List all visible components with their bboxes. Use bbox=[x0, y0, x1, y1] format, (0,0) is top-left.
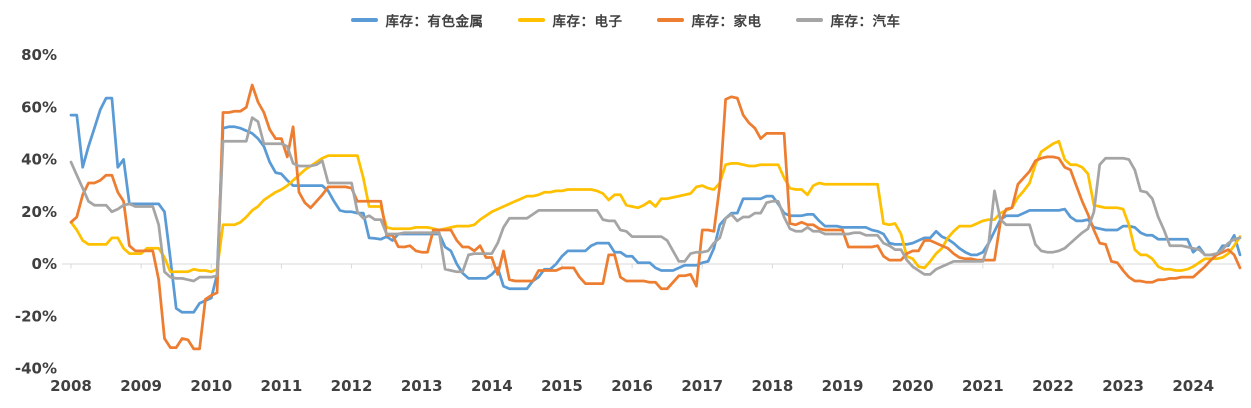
legend-swatch-electronics bbox=[517, 18, 545, 22]
y-axis-label: 0% bbox=[32, 255, 57, 273]
legend: 库存：有色金属 库存：电子 库存：家电 库存：汽车 bbox=[0, 10, 1251, 30]
legend-swatch-nonferrous-metals bbox=[350, 18, 378, 22]
x-axis-label: 2021 bbox=[962, 377, 1004, 395]
x-axis-label: 2009 bbox=[120, 377, 162, 395]
series-line-home-appliances bbox=[69, 83, 1242, 351]
x-axis-label: 2023 bbox=[1102, 377, 1144, 395]
legend-swatch-autos bbox=[795, 18, 823, 22]
y-axis-label: 20% bbox=[21, 203, 57, 221]
x-axis-label: 2024 bbox=[1172, 377, 1214, 395]
x-axis-label: 2016 bbox=[611, 377, 653, 395]
legend-label: 库存：汽车 bbox=[830, 14, 901, 30]
x-axis-label: 2020 bbox=[892, 377, 934, 395]
x-axis-label: 2013 bbox=[401, 377, 443, 395]
y-axis-label: 60% bbox=[21, 98, 57, 116]
x-axis-label: 2018 bbox=[752, 377, 794, 395]
series-line-autos bbox=[69, 116, 1242, 283]
y-axis-label: -40% bbox=[15, 360, 57, 378]
y-axis-label: -20% bbox=[15, 307, 57, 325]
y-axis-label: 40% bbox=[21, 151, 57, 169]
series-line-nonferrous-metals bbox=[69, 96, 1242, 314]
x-axis-label: 2017 bbox=[681, 377, 723, 395]
legend-label: 库存：电子 bbox=[552, 14, 623, 30]
x-axis-label: 2008 bbox=[50, 377, 92, 395]
x-axis-label: 2010 bbox=[190, 377, 232, 395]
legend-item-nonferrous-metals: 库存：有色金属 bbox=[350, 10, 484, 30]
y-axis-label: 80% bbox=[21, 46, 57, 64]
x-axis-label: 2014 bbox=[471, 377, 513, 395]
x-axis-label: 2011 bbox=[261, 377, 303, 395]
legend-item-autos: 库存：汽车 bbox=[795, 10, 901, 30]
legend-item-home-appliances: 库存：家电 bbox=[656, 10, 762, 30]
legend-label: 库存：有色金属 bbox=[385, 14, 484, 30]
x-axis-label: 2015 bbox=[541, 377, 583, 395]
x-axis-label: 2022 bbox=[1032, 377, 1074, 395]
legend-swatch-home-appliances bbox=[656, 18, 684, 22]
x-axis-label: 2019 bbox=[822, 377, 864, 395]
x-axis-label: 2012 bbox=[331, 377, 373, 395]
series-line-electronics bbox=[69, 139, 1242, 274]
legend-item-electronics: 库存：电子 bbox=[517, 10, 623, 30]
legend-label: 库存：家电 bbox=[691, 14, 762, 30]
